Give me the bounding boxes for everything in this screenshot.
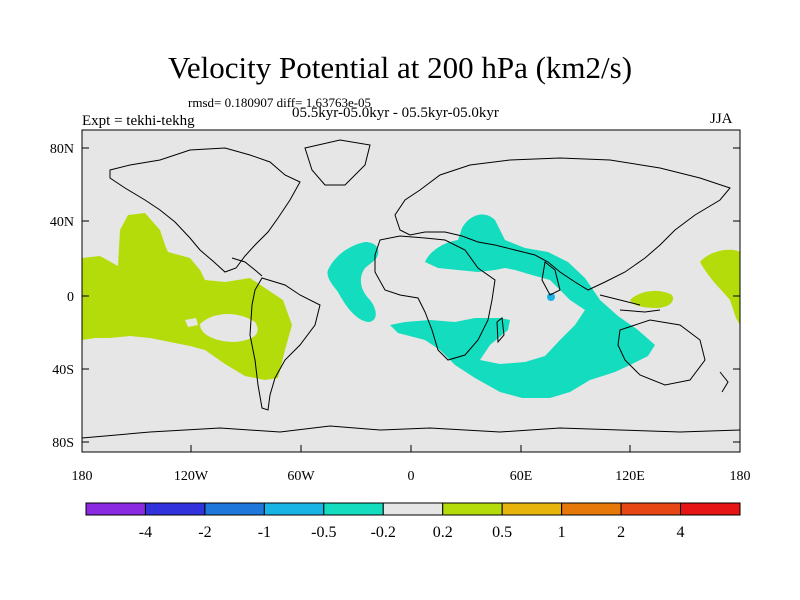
- colorbar-label: 0.2: [433, 524, 453, 541]
- coastlines: [82, 139, 740, 439]
- y-tick-label: 80N: [50, 142, 74, 157]
- colorbar-swatch: [263, 502, 325, 516]
- period-label: 05.5kyr-05.0kyr - 05.5kyr-05.0kyr: [292, 105, 499, 121]
- stats-text: rmsd= 0.180907 diff= 1.63763e-05: [188, 95, 372, 110]
- plot-title: Velocity Potential at 200 hPa (km2/s): [167, 50, 633, 85]
- colorbar-label: 4: [677, 524, 685, 541]
- negative-spot: [547, 293, 555, 301]
- colorbar-swatch: [323, 502, 384, 516]
- y-tick-label: 40N: [50, 215, 74, 230]
- y-tick-label: 40S: [52, 363, 74, 378]
- colorbar-swatch: [442, 502, 503, 516]
- negative-region-indian-ocean: [390, 214, 655, 398]
- x-tick-label: 0: [408, 469, 415, 484]
- colorbar-swatch: [382, 502, 444, 516]
- colorbar-swatch: [561, 502, 622, 516]
- x-tick-label: 60E: [510, 469, 533, 484]
- colorbar-label: 1: [558, 524, 566, 541]
- y-tick-label: 0: [67, 290, 74, 305]
- season-label: JJA: [710, 111, 733, 127]
- colorbar-swatch: [501, 502, 563, 516]
- colorbar-label: -1: [258, 524, 271, 541]
- colorbar-label: -0.5: [311, 524, 336, 541]
- colorbar-swatch: [144, 502, 206, 516]
- x-tick-label: 120W: [174, 469, 209, 484]
- positive-region-west-pacific: [700, 249, 740, 325]
- colorbar-label: 2: [617, 524, 625, 541]
- x-tick-label: 180: [730, 469, 751, 484]
- colorbar-label: 0.5: [492, 524, 512, 541]
- experiment-label: Expt = tekhi-tekhg: [82, 113, 195, 129]
- colorbar: -4 -2 -1 -0.5 -0.2 0.2 0.5 1 2 4: [85, 502, 741, 541]
- x-tick-label: 180: [72, 469, 93, 484]
- y-tick-label: 80S: [52, 436, 74, 451]
- colorbar-swatch: [680, 502, 741, 516]
- colorbar-label: -0.2: [371, 524, 396, 541]
- colorbar-swatch: [204, 502, 265, 516]
- colorbar-label: -4: [139, 524, 152, 541]
- colorbar-label: -2: [198, 524, 211, 541]
- colorbar-swatch: [620, 502, 682, 516]
- x-tick-label: 60W: [287, 469, 315, 484]
- colorbar-swatch: [85, 502, 146, 516]
- x-tick-label: 120E: [615, 469, 645, 484]
